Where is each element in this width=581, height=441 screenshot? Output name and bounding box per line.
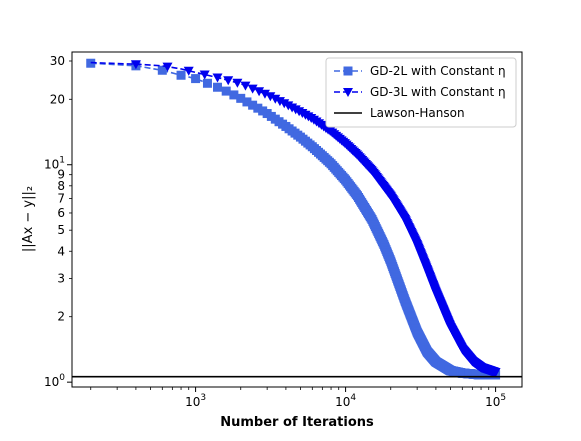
y-tick-label-base: 10 [44, 158, 59, 172]
triangle-marker [162, 62, 173, 72]
legend-triangle-marker [343, 88, 353, 97]
triangle-marker [223, 76, 234, 86]
plot-frame [71, 51, 523, 388]
triangle-marker [247, 84, 258, 94]
y-axis-label: ||Ax − y||₂ [21, 186, 36, 252]
triangle-marker [259, 89, 270, 99]
y-tick-label: 20 [50, 92, 65, 106]
x-tick-label-base: 10 [485, 395, 500, 409]
square-marker [229, 90, 239, 100]
triangle-marker [212, 73, 223, 83]
square-marker [236, 93, 246, 103]
triangle-marker [199, 70, 210, 80]
y-tick-label-exponent: 0 [59, 373, 65, 383]
legend-square-marker [343, 66, 353, 76]
y-tick-label-base: 10 [44, 375, 59, 389]
triangle-marker [254, 87, 265, 97]
y-tick-label: 30 [50, 54, 65, 68]
legend: GD-2L with Constant η GD-3L with Constant… [325, 57, 517, 128]
x-tick-label-exponent: 4 [350, 393, 356, 403]
y-tick-label: 100 [44, 373, 65, 389]
x-tick-label: 105 [485, 393, 506, 409]
square-marker [242, 97, 252, 107]
y-tick-label: 101 [44, 156, 65, 172]
y-tick-label: 7 [57, 191, 65, 205]
square-marker [213, 82, 223, 92]
y-tick-label: 5 [57, 223, 65, 237]
x-tick-label-exponent: 3 [200, 393, 206, 403]
y-tick-label: 8 [57, 179, 65, 193]
triangle-marker [240, 81, 251, 91]
y-tick-label: 3 [57, 271, 65, 285]
series-layer [72, 58, 522, 380]
x-tick-label: 103 [185, 393, 206, 409]
square-marker [221, 86, 231, 96]
square-marker [202, 78, 212, 88]
square-marker [176, 70, 186, 80]
legend-label: Lawson-Hanson [370, 106, 465, 120]
x-tick-label: 104 [335, 393, 356, 409]
legend-label: GD-2L with Constant η [370, 64, 506, 78]
x-tick-label-base: 10 [335, 395, 350, 409]
y-tick-label-exponent: 1 [59, 156, 65, 166]
y-tick-label: 6 [57, 206, 65, 220]
x-tick-label-exponent: 5 [500, 393, 506, 403]
y-tick-label: 9 [57, 168, 65, 182]
square-marker [253, 103, 263, 113]
triangle-marker [183, 66, 194, 76]
legend-label: GD-3L with Constant η [370, 85, 506, 99]
triangle-marker [232, 78, 243, 88]
legend-box [325, 57, 517, 128]
x-axis-label: Number of Iterations [220, 415, 374, 430]
triangle-marker [265, 92, 276, 102]
y-tick-label: 2 [57, 310, 65, 324]
triangle-marker [270, 94, 281, 104]
triangle-marker [130, 60, 141, 70]
triangle-marker [490, 368, 501, 378]
square-marker [248, 100, 258, 110]
square-marker [157, 65, 167, 75]
square-marker [191, 74, 201, 84]
y-tick-label: 4 [57, 244, 65, 258]
x-tick-label-base: 10 [185, 395, 200, 409]
